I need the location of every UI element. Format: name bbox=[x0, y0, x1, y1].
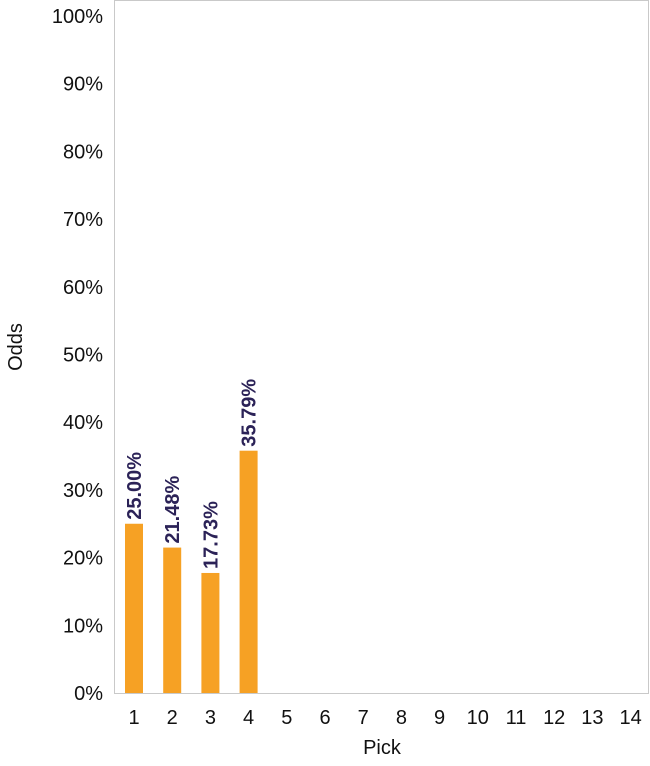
data-label: 17.73% bbox=[200, 501, 222, 569]
x-tick-label: 11 bbox=[506, 707, 527, 729]
y-tick-label: 80% bbox=[63, 141, 103, 163]
y-tick-label: 40% bbox=[63, 412, 103, 434]
data-label: 35.79% bbox=[239, 379, 261, 447]
x-tick-label: 7 bbox=[358, 707, 369, 729]
y-tick-label: 0% bbox=[74, 683, 103, 705]
y-axis-ticks: 0% 10% 20% 30% 40% 50% 60% 70% 80% 90% 100% bbox=[52, 6, 103, 705]
x-tick-label: 6 bbox=[319, 707, 330, 729]
x-tick-label: 10 bbox=[467, 707, 489, 729]
data-label: 21.48% bbox=[162, 476, 184, 544]
x-tick-label: 8 bbox=[396, 707, 407, 729]
bar bbox=[201, 572, 220, 693]
data-labels: 25.00% 21.48% 17.73% 35.79% bbox=[124, 379, 261, 569]
x-tick-label: 12 bbox=[543, 707, 565, 729]
y-tick-label: 90% bbox=[63, 74, 103, 96]
x-tick-label: 13 bbox=[581, 707, 603, 729]
data-label: 25.00% bbox=[124, 452, 146, 520]
bar bbox=[125, 523, 143, 693]
x-tick-label: 4 bbox=[243, 707, 254, 729]
y-tick-label: 100% bbox=[52, 6, 103, 28]
y-tick-label: 50% bbox=[63, 345, 103, 367]
y-tick-label: 10% bbox=[63, 615, 103, 637]
y-tick-label: 70% bbox=[63, 209, 103, 231]
y-tick-label: 30% bbox=[63, 480, 103, 502]
x-axis-title: Pick bbox=[363, 737, 402, 759]
x-tick-label: 5 bbox=[281, 707, 292, 729]
y-tick-label: 60% bbox=[63, 277, 103, 299]
x-tick-label: 9 bbox=[434, 707, 445, 729]
x-axis-ticks: 1 2 3 4 5 6 7 8 9 10 11 12 13 14 bbox=[128, 707, 641, 729]
y-tick-label: 20% bbox=[63, 548, 103, 570]
plot-frame bbox=[114, 0, 649, 694]
x-tick-label: 14 bbox=[619, 707, 641, 729]
bar bbox=[163, 547, 182, 693]
x-tick-label: 1 bbox=[128, 707, 139, 729]
y-axis-title: Odds bbox=[5, 323, 27, 371]
bar bbox=[239, 450, 258, 693]
bars bbox=[125, 450, 258, 693]
x-tick-label: 3 bbox=[205, 707, 216, 729]
x-tick-label: 2 bbox=[167, 707, 178, 729]
